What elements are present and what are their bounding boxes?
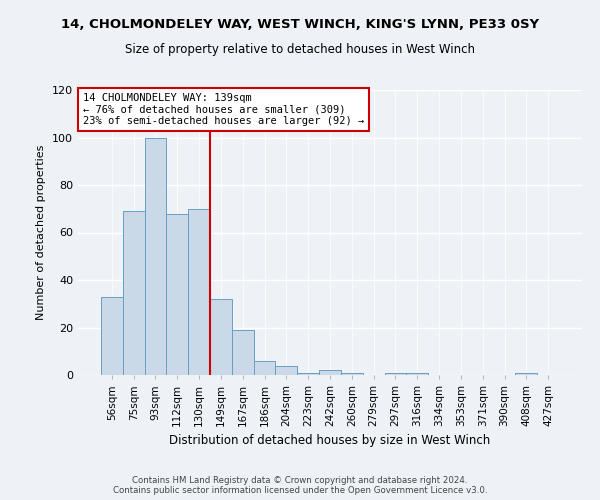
Bar xyxy=(166,214,188,375)
Bar xyxy=(101,296,123,375)
Bar xyxy=(406,372,428,375)
Bar xyxy=(210,299,232,375)
Bar xyxy=(275,366,297,375)
Bar xyxy=(341,372,363,375)
Text: 14, CHOLMONDELEY WAY, WEST WINCH, KING'S LYNN, PE33 0SY: 14, CHOLMONDELEY WAY, WEST WINCH, KING'S… xyxy=(61,18,539,30)
Bar xyxy=(123,211,145,375)
Text: 14 CHOLMONDELEY WAY: 139sqm
← 76% of detached houses are smaller (309)
23% of se: 14 CHOLMONDELEY WAY: 139sqm ← 76% of det… xyxy=(83,93,364,126)
Bar xyxy=(188,209,210,375)
Y-axis label: Number of detached properties: Number of detached properties xyxy=(37,145,46,320)
Bar xyxy=(145,138,166,375)
Bar xyxy=(319,370,341,375)
X-axis label: Distribution of detached houses by size in West Winch: Distribution of detached houses by size … xyxy=(169,434,491,448)
Bar xyxy=(297,372,319,375)
Bar xyxy=(254,361,275,375)
Text: Contains HM Land Registry data © Crown copyright and database right 2024.
Contai: Contains HM Land Registry data © Crown c… xyxy=(113,476,487,495)
Bar xyxy=(515,372,537,375)
Text: Size of property relative to detached houses in West Winch: Size of property relative to detached ho… xyxy=(125,42,475,56)
Bar xyxy=(385,372,406,375)
Bar xyxy=(232,330,254,375)
